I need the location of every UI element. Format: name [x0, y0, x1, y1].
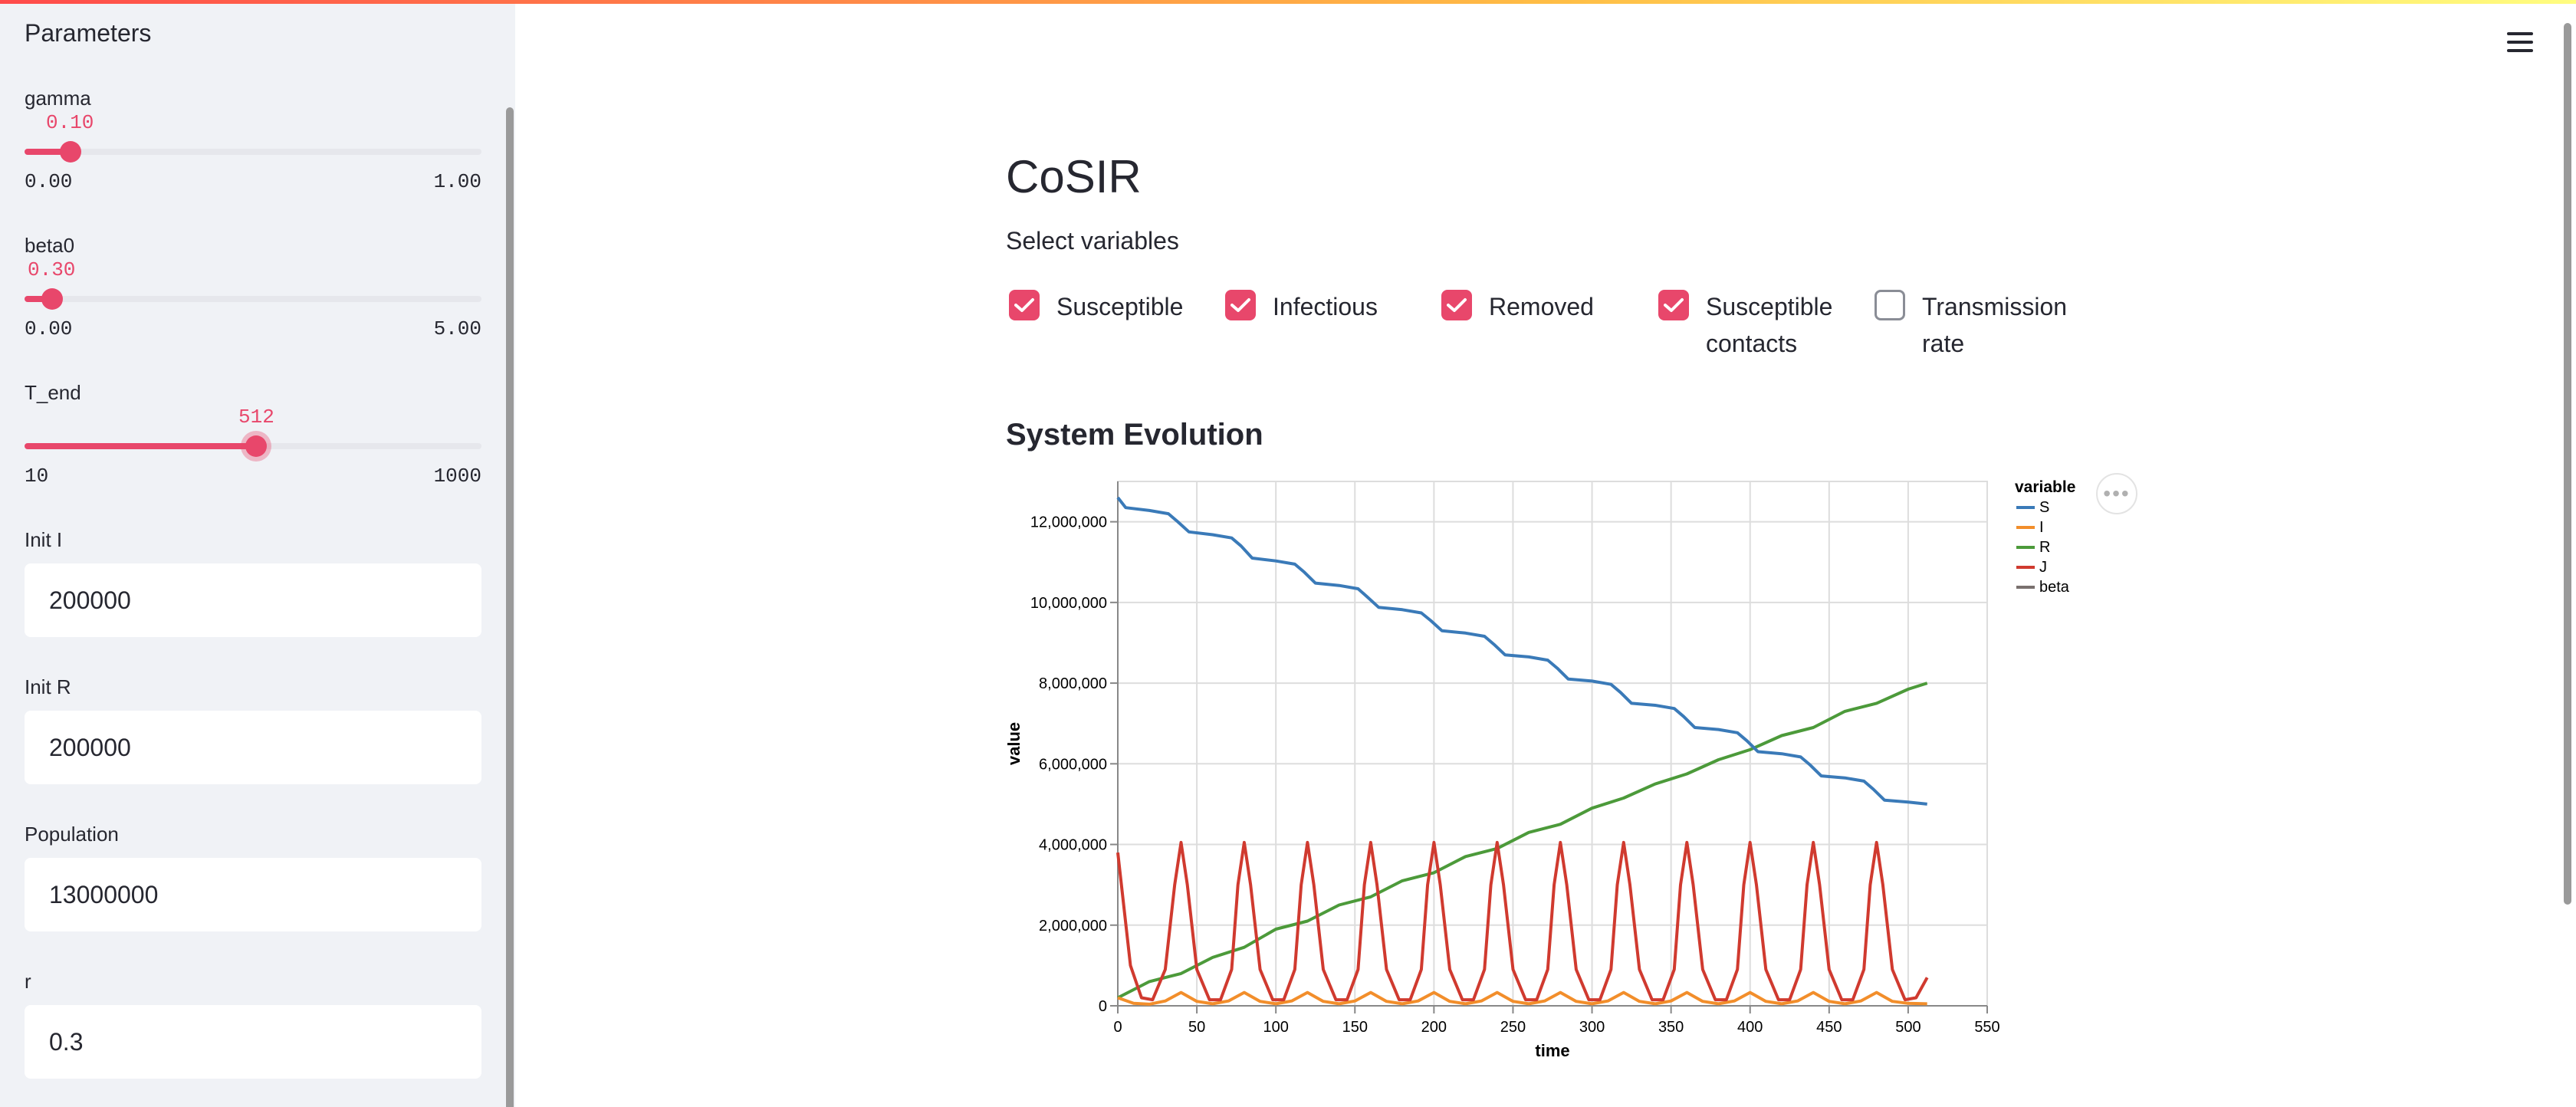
init-i-input[interactable]: 200000 — [25, 563, 481, 637]
beta0-label: beta0 — [25, 234, 75, 257]
checkbox-susceptible[interactable]: Susceptible — [1009, 288, 1183, 325]
checkbox-label-transmission-rate: Transmission rate — [1922, 293, 2068, 357]
init-r-label: Init R — [25, 675, 71, 698]
top-decoration-bar — [0, 0, 2576, 4]
t-end-slider-fill — [25, 443, 257, 449]
beta0-min: 0.00 — [25, 317, 73, 340]
checkbox-label-removed: Removed — [1489, 293, 1594, 320]
init-r-input[interactable]: 200000 — [25, 711, 481, 784]
y-tick-label: 10,000,000 — [1030, 595, 1107, 612]
chart-svg: 0 50 100 150 200 250 300 350 400 450 500 550 0 2,000,… — [1004, 478, 2075, 1060]
hamburger-icon[interactable] — [2507, 31, 2533, 54]
beta0-slider[interactable] — [25, 288, 481, 310]
y-tick-label: 12,000,000 — [1030, 514, 1107, 531]
sidebar: Parameters gamma 0.10 0.00 1.00 beta0 0.… — [0, 4, 515, 1107]
checkbox-transmission-rate[interactable]: Transmission rate — [1875, 288, 2091, 362]
series-line-I — [1117, 990, 1927, 1006]
series-line-R — [1117, 682, 1928, 1000]
checkbox-susceptible-contacts[interactable]: Susceptible contacts — [1658, 288, 1859, 362]
sidebar-title: Parameters — [25, 19, 152, 47]
beta0-max: 5.00 — [433, 317, 481, 340]
checkbox-label-susceptible-contacts: Susceptible contacts — [1706, 293, 1833, 357]
x-tick-label: 50 — [1188, 1019, 1205, 1036]
checkbox-checked-icon[interactable] — [1658, 290, 1689, 320]
legend-label-R: R — [2039, 539, 2050, 556]
population-input[interactable]: 13000000 — [25, 858, 481, 931]
checkbox-unchecked-icon[interactable] — [1875, 290, 1905, 320]
r-input[interactable]: 0.3 — [25, 1005, 481, 1079]
t-end-slider[interactable] — [25, 435, 481, 457]
main-scrollbar[interactable] — [2564, 23, 2571, 905]
gamma-value: 0.10 — [46, 111, 94, 134]
select-variables-label: Select variables — [1006, 227, 1179, 255]
checkbox-checked-icon[interactable] — [1009, 290, 1040, 320]
gamma-label: gamma — [25, 87, 91, 110]
x-tick-label: 300 — [1579, 1019, 1605, 1036]
checkbox-infectious[interactable]: Infectious — [1225, 288, 1378, 325]
gamma-slider-thumb[interactable] — [59, 141, 81, 163]
y-tick-label: 6,000,000 — [1039, 756, 1107, 773]
x-tick-label: 250 — [1500, 1019, 1526, 1036]
x-tick-label: 550 — [1974, 1019, 1999, 1036]
plot-frame — [1117, 481, 1988, 1007]
x-tick-label: 150 — [1342, 1019, 1368, 1036]
beta0-slider-fill — [25, 296, 52, 302]
x-tick-label: 200 — [1421, 1019, 1447, 1036]
y-axis-title: value — [1004, 722, 1024, 765]
y-tick-label: 2,000,000 — [1039, 918, 1107, 935]
x-axis-title: time — [1535, 1041, 1569, 1060]
legend-label-S: S — [2039, 499, 2049, 516]
legend-title: variable — [2015, 478, 2075, 496]
checkbox-checked-icon[interactable] — [1225, 290, 1256, 320]
more-horizontal-icon[interactable]: ••• — [2096, 473, 2137, 514]
population-label: Population — [25, 823, 119, 846]
checkbox-label-susceptible: Susceptible — [1056, 293, 1184, 320]
init-i-label: Init I — [25, 528, 63, 551]
x-tick-label: 350 — [1658, 1019, 1684, 1036]
beta0-value: 0.30 — [28, 258, 76, 281]
t-end-min: 10 — [25, 465, 49, 488]
gamma-slider-fill — [25, 149, 71, 155]
x-tick-label: 400 — [1737, 1019, 1763, 1036]
gamma-slider[interactable] — [25, 141, 481, 163]
sidebar-scrollbar[interactable] — [506, 107, 514, 1107]
system-evolution-chart: 0 50 100 150 200 250 300 350 400 450 500 550 0 2,000,… — [997, 460, 2162, 1073]
t-end-label: T_end — [25, 381, 81, 404]
checkbox-label-infectious: Infectious — [1273, 293, 1378, 320]
y-tick-label: 8,000,000 — [1039, 675, 1107, 692]
legend-label-I: I — [2039, 519, 2044, 536]
y-tick-label: 0 — [1099, 998, 1107, 1015]
t-end-value: 512 — [238, 406, 274, 429]
section-title: System Evolution — [1006, 418, 1263, 452]
gamma-min: 0.00 — [25, 170, 73, 193]
checkbox-removed[interactable]: Removed — [1441, 288, 1594, 325]
x-tick-label: 450 — [1816, 1019, 1842, 1036]
series-line-S — [1116, 496, 1927, 806]
app-title: CoSIR — [1006, 151, 1142, 202]
x-tick-label: 100 — [1263, 1019, 1288, 1036]
series-line-J — [1116, 840, 1929, 1002]
x-tick-label: 500 — [1895, 1019, 1921, 1036]
t-end-slider-thumb[interactable] — [245, 435, 268, 457]
legend-label-J: J — [2039, 559, 2047, 576]
y-tick-label: 4,000,000 — [1039, 837, 1107, 854]
t-end-max: 1000 — [433, 465, 481, 488]
r-label: r — [25, 970, 31, 993]
legend-label-beta: beta — [2039, 579, 2070, 596]
gamma-max: 1.00 — [433, 170, 481, 193]
x-tick-label: 0 — [1113, 1019, 1122, 1036]
checkbox-checked-icon[interactable] — [1441, 290, 1472, 320]
beta0-slider-thumb[interactable] — [41, 288, 63, 310]
